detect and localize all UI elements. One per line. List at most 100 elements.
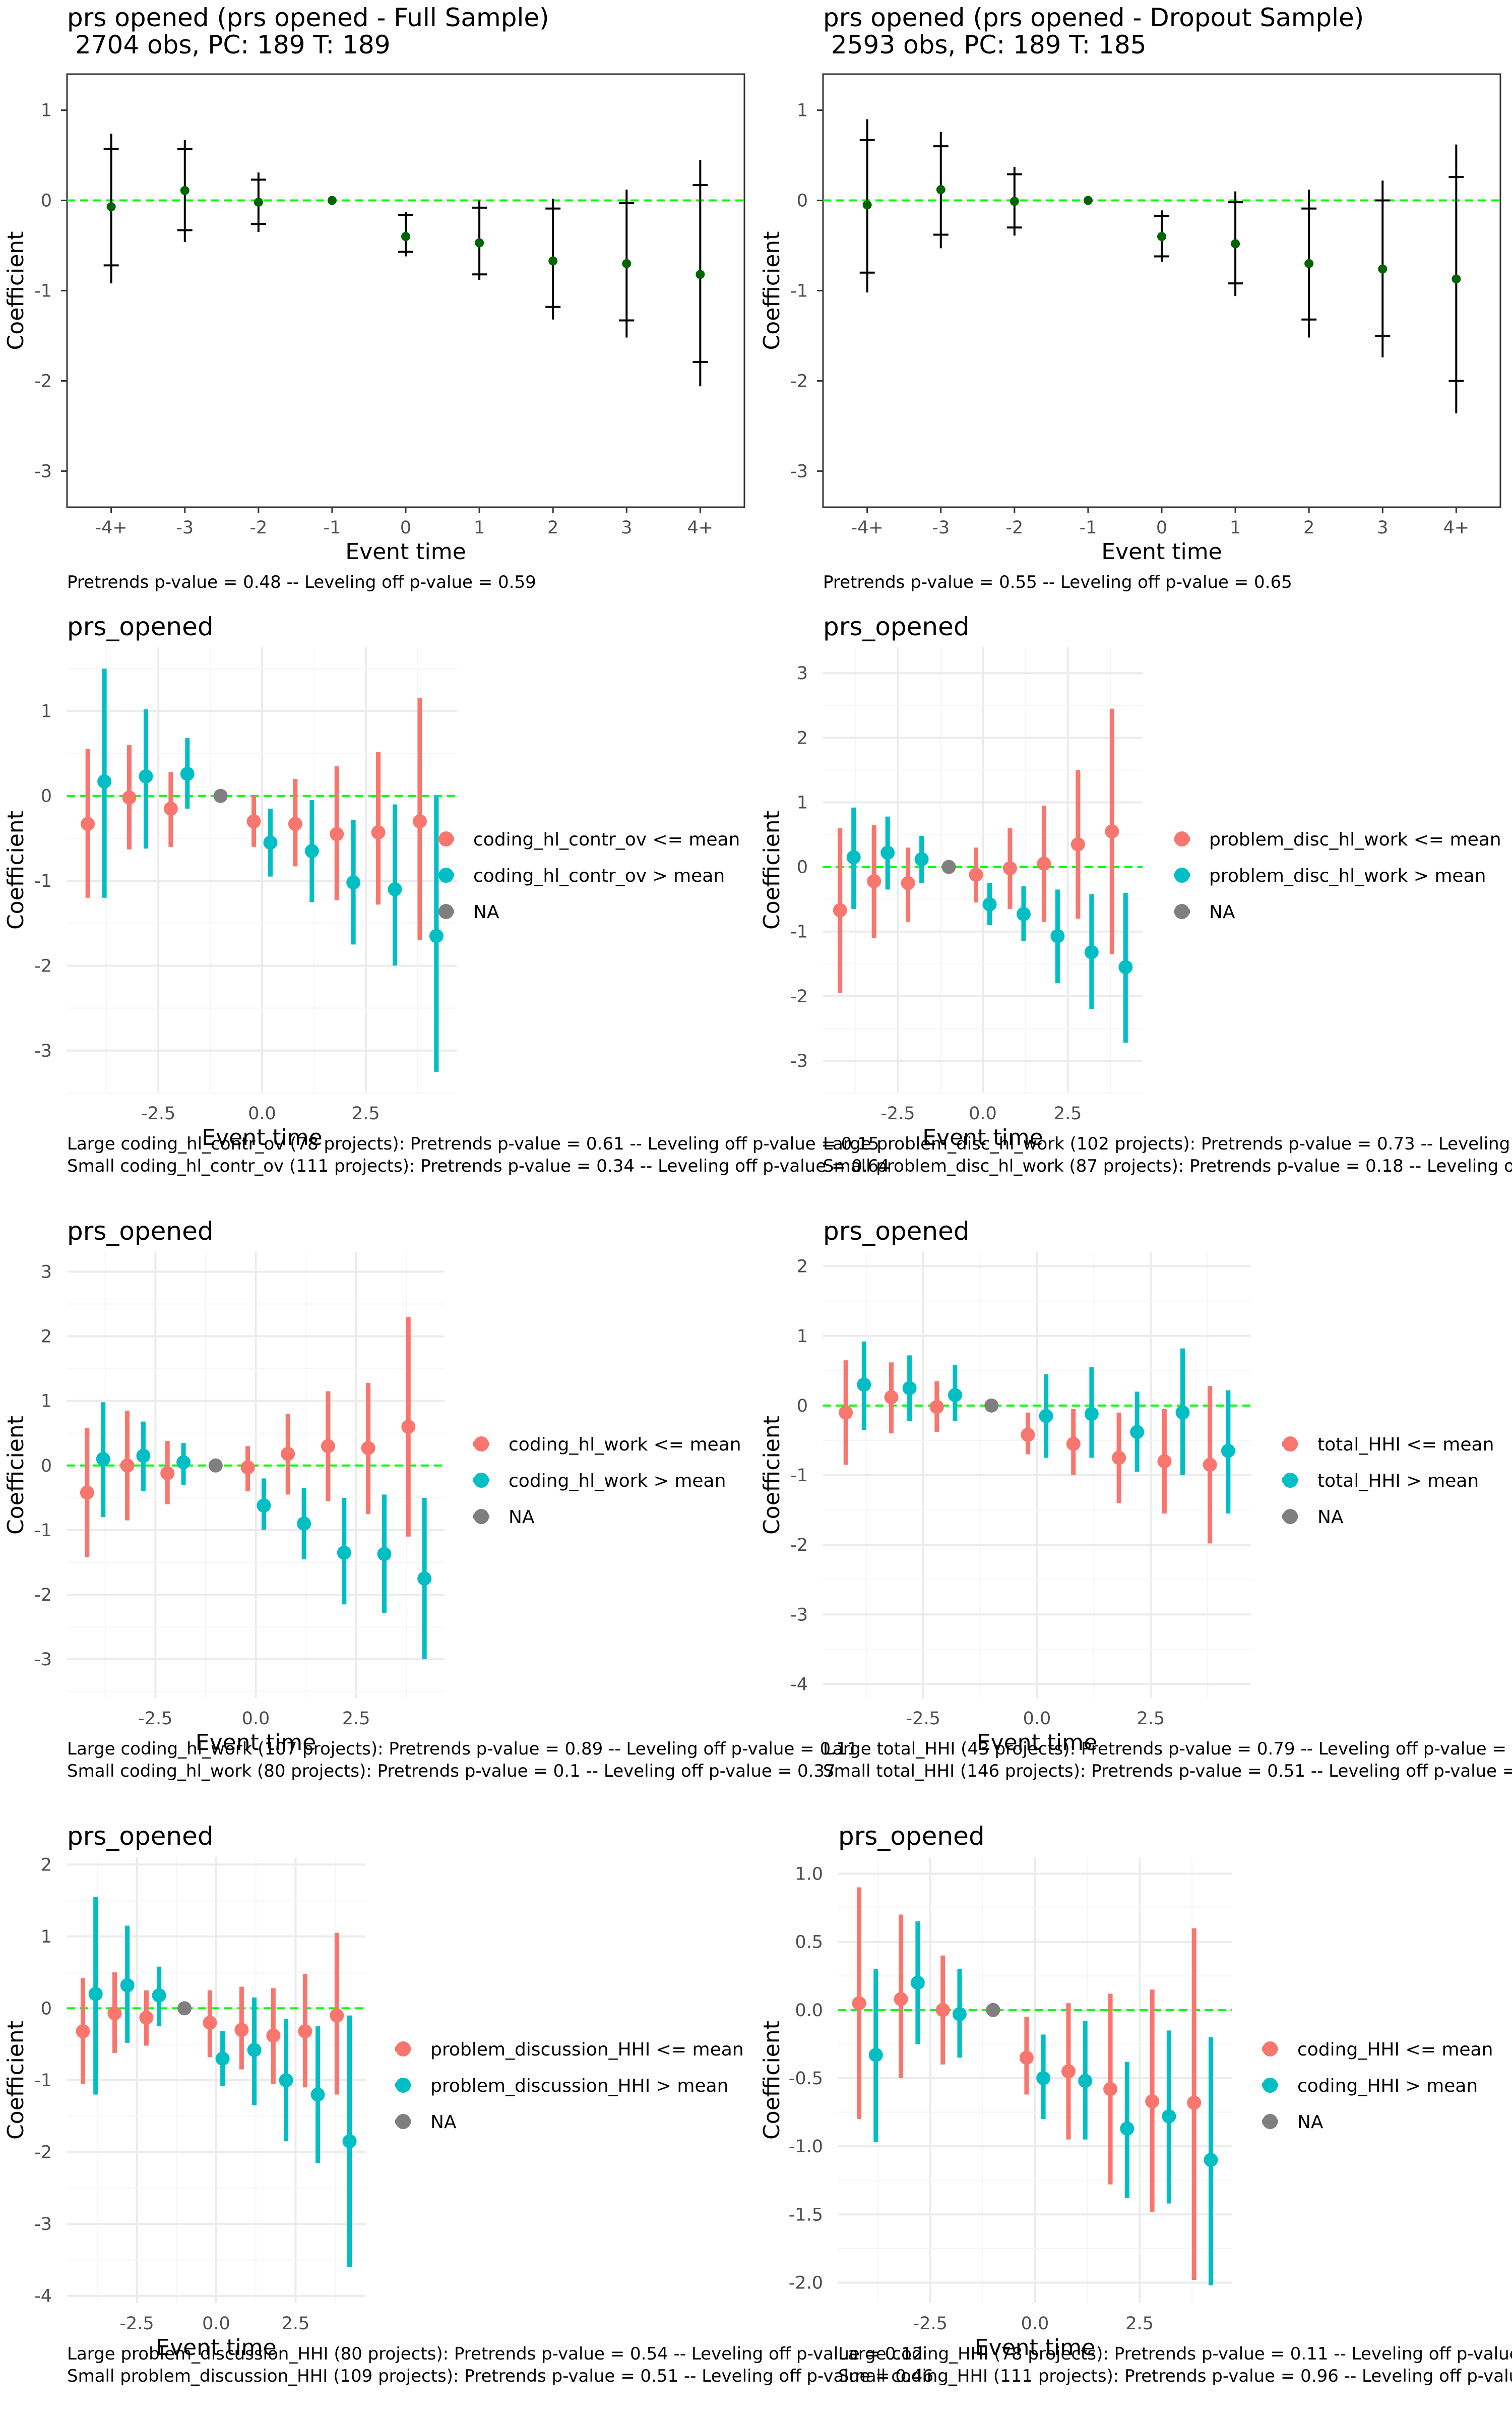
- coefficient-point: [234, 2023, 249, 2037]
- x-tick-label: 2.5: [352, 1104, 380, 1124]
- y-tick-label: 1: [797, 101, 808, 121]
- legend-label: NA: [1209, 902, 1235, 923]
- footnote: Small coding_hl_contr_ov (111 projects):…: [67, 1156, 890, 1176]
- coefficient-point: [1120, 2121, 1135, 2136]
- coefficient-point: [203, 2015, 217, 2030]
- footnote: Small problem_discussion_HHI (109 projec…: [67, 2366, 933, 2386]
- y-tick-label: -3: [34, 1041, 52, 1061]
- x-tick-label: 0.0: [1023, 1709, 1051, 1729]
- y-tick-label: 1.0: [795, 1864, 823, 1884]
- y-tick-label: -2: [790, 1535, 808, 1555]
- coefficient-point: [1221, 1443, 1235, 1458]
- x-tick-label: -2.5: [141, 1104, 175, 1124]
- x-tick-label: 2: [547, 518, 558, 538]
- coefficient-point: [321, 1439, 335, 1454]
- y-tick-label: -1: [790, 281, 808, 301]
- coefficient-point: [833, 903, 847, 918]
- x-tick-label: -4+: [95, 518, 128, 538]
- y-tick-label: 3: [797, 663, 808, 684]
- coefficient-point: [1066, 1436, 1081, 1451]
- legend-key-point: [1263, 2041, 1278, 2056]
- coefficient-point: [180, 186, 190, 195]
- coefficient-point: [948, 1388, 962, 1403]
- data-marks: [76, 1897, 357, 2267]
- coefficient-point: [857, 1377, 871, 1392]
- coefficient-point: [208, 1458, 223, 1473]
- y-tick-label: -1: [790, 922, 808, 942]
- coefficient-point: [1203, 1458, 1217, 1472]
- coefficient-point: [1061, 2064, 1076, 2079]
- y-tick-label: -3: [790, 461, 808, 481]
- x-tick-label: -2.5: [138, 1709, 172, 1729]
- x-tick-label: 2.5: [1125, 2314, 1154, 2334]
- y-tick-label: -2.0: [789, 2273, 823, 2293]
- legend-label: NA: [473, 902, 499, 923]
- coefficient-point: [952, 2007, 967, 2021]
- x-tick-label: -3: [176, 518, 194, 538]
- coefficient-point: [377, 1547, 392, 1561]
- x-tick-label: 4+: [687, 518, 714, 538]
- y-tick-label: -2: [34, 956, 52, 976]
- coefficient-point: [304, 844, 319, 859]
- legend-key-point: [1174, 831, 1189, 846]
- coefficient-point: [901, 876, 915, 890]
- coefficient-point: [548, 256, 558, 266]
- y-tick-label: 0: [41, 1999, 52, 2019]
- coefficient-point: [1105, 824, 1119, 839]
- y-axis-title: Coefficient: [759, 811, 785, 930]
- legend-label: problem_discussion_HHI <= mean: [430, 2039, 744, 2060]
- footnote: Large coding_HHI (78 projects): Pretrend…: [838, 2344, 1512, 2364]
- coefficient-point: [902, 1381, 917, 1396]
- chart-title: prs_opened: [67, 1217, 214, 1246]
- y-tick-label: 1: [41, 1392, 52, 1412]
- footnote: Pretrends p-value = 0.48 -- Leveling off…: [67, 572, 536, 592]
- footnote: Large coding_hl_contr_ov (78 projects): …: [67, 1134, 879, 1154]
- coefficient-point: [180, 766, 195, 781]
- chart-panel-6: prs_opened -4 -3 -2 -1 0 1 2 -2.5 0.0 2.5 Event tim…: [759, 1217, 1512, 1781]
- y-tick-label: 0: [797, 191, 808, 211]
- legend-key-point: [438, 868, 454, 883]
- y-axis-title: Coefficient: [3, 811, 29, 930]
- coefficient-point: [935, 2003, 950, 2017]
- y-tick-label: -1: [34, 871, 52, 891]
- coefficient-point: [417, 1571, 432, 1586]
- coefficient-point: [941, 860, 956, 874]
- chart-title: prs_opened: [67, 1822, 214, 1851]
- chart-panel-3: prs_opened -3 -2 -1 0 1 -2.5 0.0 2.5 Event time Co…: [3, 612, 890, 1176]
- legend-key-point: [474, 1509, 489, 1524]
- x-tick-label: -2.5: [906, 1709, 940, 1729]
- coefficient-point: [310, 2087, 325, 2102]
- y-tick-label: -3: [34, 461, 52, 481]
- coefficient-point: [986, 2003, 1000, 2017]
- coefficient-point: [401, 232, 410, 241]
- legend-key-point: [1283, 1509, 1298, 1524]
- legend-label: NA: [509, 1507, 535, 1528]
- legend: total_HHI <= mean total_HHI > mean NA: [1282, 1434, 1494, 1528]
- coefficient-point: [1010, 197, 1019, 206]
- legend: coding_HHI <= mean coding_HHI > mean NA: [1262, 2039, 1493, 2133]
- chart-panel-7: prs_opened -4 -3 -2 -1 0 1 2 -2.5 0.0 2.5 Event tim…: [3, 1822, 933, 2386]
- y-tick-label: -1.5: [789, 2205, 823, 2225]
- x-axis-title: Event time: [345, 539, 466, 565]
- x-tick-label: 3: [1377, 518, 1388, 538]
- coefficient-point: [1039, 1409, 1053, 1423]
- y-axis-title: Coefficient: [3, 1416, 29, 1535]
- y-tick-label: 0: [797, 1396, 808, 1416]
- coefficient-point: [257, 1498, 271, 1513]
- coefficient-point: [139, 769, 153, 783]
- x-tick-label: -3: [932, 518, 950, 538]
- x-tick-label: -1: [323, 518, 341, 538]
- y-axis-title: Coefficient: [759, 2021, 785, 2140]
- footnote: Large problem_discussion_HHI (80 project…: [67, 2344, 923, 2364]
- legend-key-point: [1174, 904, 1189, 919]
- footnote: Large coding_hl_work (107 projects): Pre…: [67, 1739, 858, 1759]
- legend-label: coding_HHI > mean: [1297, 2076, 1478, 2096]
- legend-label: coding_hl_work <= mean: [509, 1434, 741, 1455]
- coefficient-point: [139, 2010, 154, 2025]
- x-axis-title: Event time: [196, 1730, 316, 1756]
- y-tick-label: 0: [41, 191, 52, 211]
- legend-key-point: [1263, 2114, 1278, 2129]
- coefficient-point: [1083, 196, 1093, 205]
- x-tick-label: 1: [474, 518, 485, 538]
